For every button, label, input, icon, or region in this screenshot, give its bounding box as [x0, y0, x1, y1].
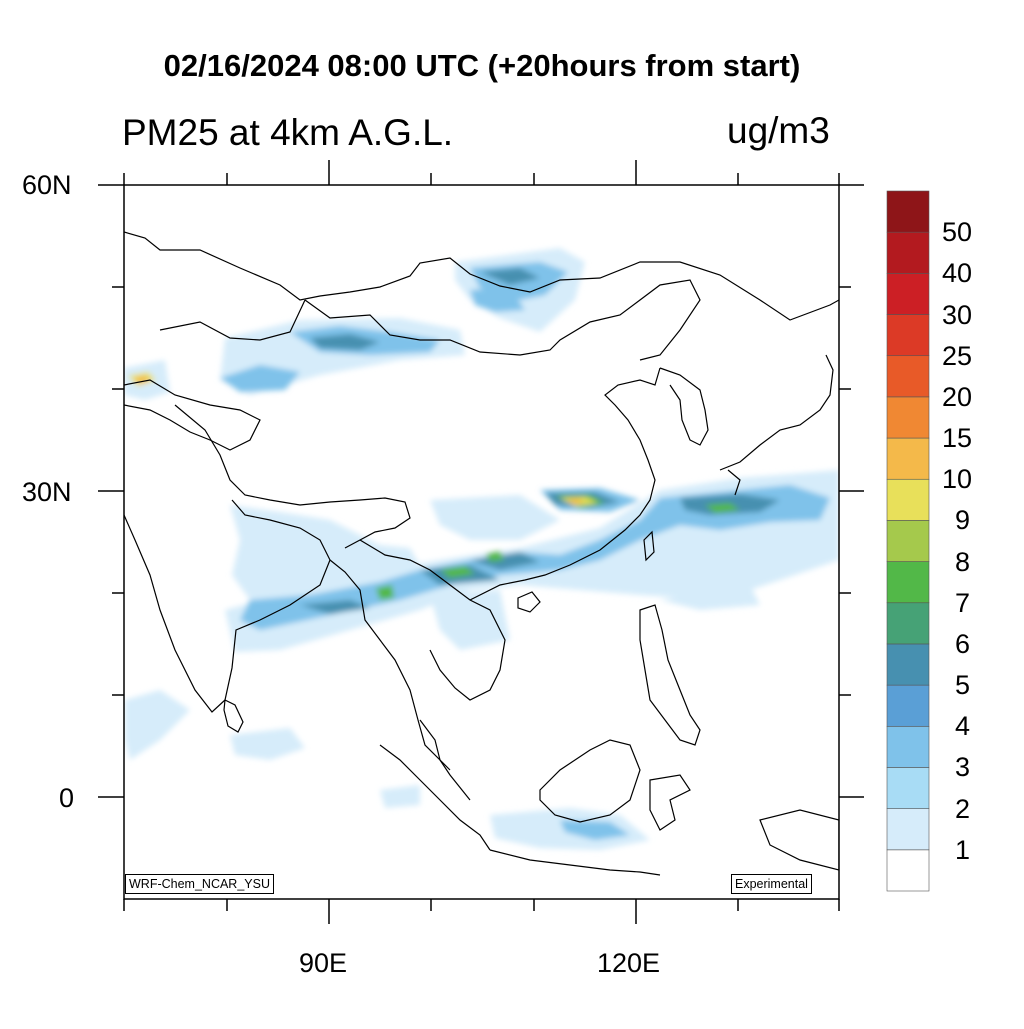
colorbar-swatch [886, 437, 930, 480]
units-label: ug/m3 [727, 110, 830, 151]
lon-label-90e: 90E [299, 948, 348, 978]
colorbar-tick-label: 50 [942, 217, 973, 248]
colorbar-tick-label: 30 [942, 299, 973, 330]
colorbar-swatch [886, 273, 930, 315]
lat-label-60n: 60N [22, 170, 72, 200]
colorbar-tick-label: 2 [955, 793, 971, 824]
colorbar-tick-label: 7 [955, 587, 971, 618]
map-frame [123, 184, 840, 900]
variable-subtitle: PM25 at 4km A.G.L. [122, 112, 454, 153]
colorbar-tick-label: 20 [942, 381, 973, 412]
colorbar-swatch [886, 684, 930, 727]
colorbar-tick-label: 8 [955, 546, 971, 577]
colorbar-swatch [886, 561, 930, 604]
plume-10-15 [134, 376, 584, 504]
coastlines-borders [124, 231, 839, 876]
colorbar-tick-label: 5 [955, 670, 971, 701]
colorbar-swatch [886, 396, 930, 439]
colorbar-swatch [886, 314, 930, 357]
colorbar-tick-label: 6 [955, 628, 971, 659]
colorbar-swatch [886, 355, 930, 398]
model-label: WRF-Chem_NCAR_YSU [125, 874, 274, 894]
colorbar-swatch [886, 808, 930, 851]
colorbar-tick-label: 15 [942, 423, 973, 454]
colorbar-swatch [886, 849, 930, 892]
lon-label-120e: 120E [597, 948, 661, 978]
colorbar-swatch [886, 190, 930, 233]
colorbar [886, 190, 930, 892]
colorbar-tick-label: 4 [955, 711, 971, 742]
colorbar-swatch [886, 478, 930, 521]
colorbar-tick-label: 1 [955, 834, 971, 865]
lat-label-30n: 30N [22, 477, 72, 507]
plume-9-10 [128, 372, 598, 506]
colorbar-swatch [886, 231, 930, 274]
status-label: Experimental [731, 874, 812, 894]
colorbar-tick-label: 25 [942, 340, 973, 371]
colorbar-swatch [886, 602, 930, 645]
colorbar-tick-label: 10 [942, 464, 973, 495]
map-title: 02/16/2024 08:00 UTC (+20hours from star… [163, 48, 801, 83]
axis-ticks [98, 160, 864, 924]
colorbar-tick-label: 40 [942, 258, 973, 289]
colorbar-swatch [886, 767, 930, 809]
colorbar-swatch [886, 725, 930, 768]
lat-label-0: 0 [59, 783, 75, 813]
colorbar-tick-label: 3 [955, 752, 971, 783]
colorbar-swatch [886, 520, 930, 562]
colorbar-swatch [886, 643, 930, 686]
colorbar-tick-label: 9 [955, 505, 971, 536]
